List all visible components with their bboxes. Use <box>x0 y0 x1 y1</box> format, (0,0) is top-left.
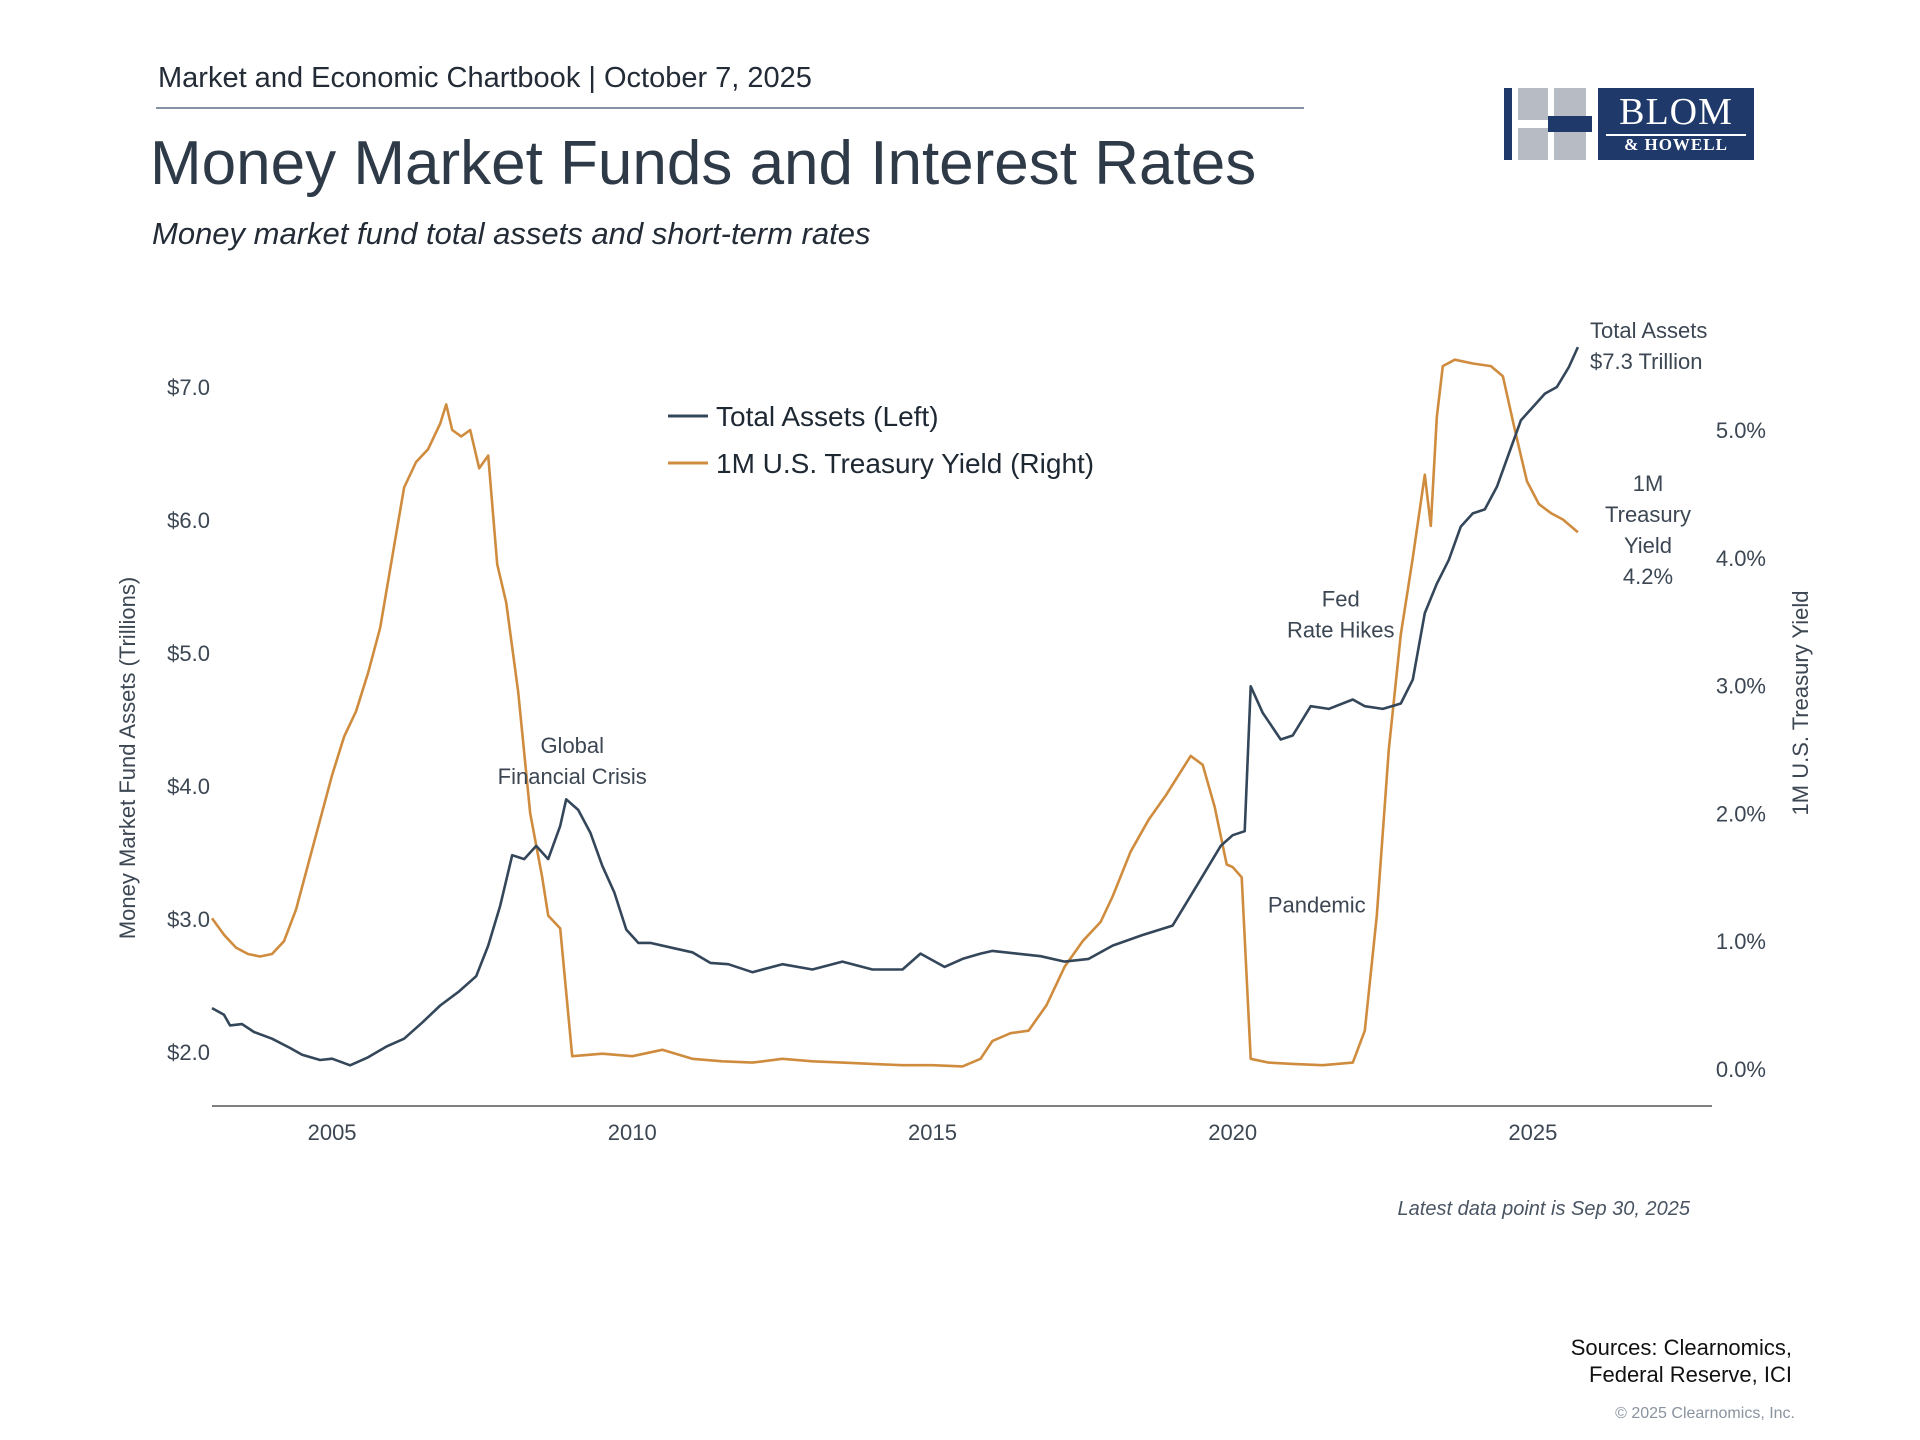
legend-label-yield: 1M U.S. Treasury Yield (Right) <box>716 448 1094 479</box>
total-assets-line <box>211 346 1580 1067</box>
annotation-label: Fed <box>1322 586 1360 611</box>
x-tick-label: 2005 <box>308 1120 357 1145</box>
header-divider <box>156 107 1304 109</box>
annotation-label: Financial Crisis <box>498 764 647 789</box>
left-tick-label: $5.0 <box>167 641 210 666</box>
treasury-yield-line <box>210 358 1579 1068</box>
sources-line-1: Sources: Clearnomics, <box>1570 1335 1792 1360</box>
page-title: Money Market Funds and Interest Rates <box>150 129 1257 198</box>
left-axis-title: Money Market Fund Assets (Trillions) <box>115 577 140 939</box>
left-tick-label: $7.0 <box>167 375 210 400</box>
right-tick-label: 2.0% <box>1716 801 1766 826</box>
yield-end-label: 4.2% <box>1623 564 1673 589</box>
logo-bh-mark-icon <box>1504 88 1592 160</box>
left-tick-label: $3.0 <box>167 907 210 932</box>
right-tick-label: 5.0% <box>1716 418 1766 443</box>
sources-note: Sources: Clearnomics, Federal Reserve, I… <box>1571 1334 1792 1388</box>
x-tick-label: 2015 <box>908 1120 957 1145</box>
money-market-chart: 2005 2010 2015 2020 2025 $2.0 $3.0 $4.0 $5.0 $6.0… <box>115 318 1813 1145</box>
blom-howell-logo: BLOM & HOWELL <box>1504 88 1756 162</box>
chartbook-header: Market and Economic Chartbook | October … <box>158 62 812 94</box>
x-tick-label: 2025 <box>1508 1120 1557 1145</box>
left-tick-label: $6.0 <box>167 508 210 533</box>
yield-end-label: Treasury <box>1605 502 1691 527</box>
annotation-label: Pandemic <box>1268 892 1366 917</box>
sources-line-2: Federal Reserve, ICI <box>1589 1362 1792 1387</box>
yield-end-label: 1M <box>1633 471 1664 496</box>
annotation-label: Global <box>540 733 604 758</box>
page-subtitle: Money market fund total assets and short… <box>152 216 871 251</box>
left-tick-label: $2.0 <box>167 1040 210 1065</box>
assets-end-label: Total Assets <box>1590 318 1707 343</box>
x-tick-label: 2020 <box>1208 1120 1257 1145</box>
logo-howell-text: & HOWELL <box>1606 134 1746 154</box>
copyright-note: © 2025 Clearnomics, Inc. <box>1615 1405 1795 1422</box>
right-axis-title: 1M U.S. Treasury Yield <box>1788 591 1813 816</box>
right-tick-label: 1.0% <box>1716 929 1766 954</box>
yield-end-label: Yield <box>1624 533 1672 558</box>
legend-label-assets: Total Assets (Left) <box>716 401 939 432</box>
right-tick-label: 4.0% <box>1716 546 1766 571</box>
latest-data-note: Latest data point is Sep 30, 2025 <box>1397 1198 1690 1220</box>
assets-end-label: $7.3 Trillion <box>1590 349 1703 374</box>
annotation-label: Rate Hikes <box>1287 617 1395 642</box>
logo-wordmark: BLOM & HOWELL <box>1598 88 1754 160</box>
right-tick-label: 0.0% <box>1716 1057 1766 1082</box>
x-tick-label: 2010 <box>608 1120 657 1145</box>
logo-blom-text: BLOM <box>1619 91 1733 133</box>
right-tick-label: 3.0% <box>1716 674 1766 699</box>
left-tick-label: $4.0 <box>167 774 210 799</box>
